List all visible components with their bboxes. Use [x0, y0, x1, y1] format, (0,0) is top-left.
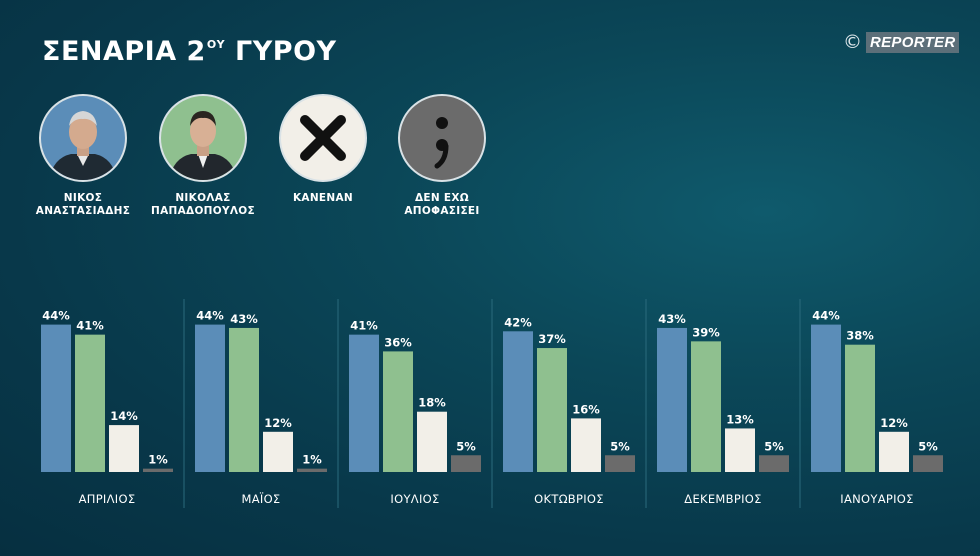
- data-label: 5%: [456, 439, 476, 453]
- category-label: ΑΠΡΙΛΙΟΣ: [79, 492, 136, 506]
- legend-item-none: ΚΑΝΕΝΑΝ: [263, 94, 383, 205]
- category-label: ΜΑΪΟΣ: [242, 491, 281, 506]
- x-icon: [279, 94, 367, 182]
- bar: [417, 411, 447, 472]
- bar: [75, 334, 105, 472]
- brand-logo: © REPORTER: [843, 31, 960, 53]
- bar: [297, 468, 327, 472]
- data-label: 13%: [726, 412, 754, 426]
- data-label: 12%: [880, 416, 908, 430]
- bar: [229, 327, 259, 472]
- data-label: 18%: [418, 396, 446, 410]
- data-label: 43%: [658, 312, 686, 326]
- bar: [879, 431, 909, 472]
- data-label: 14%: [110, 409, 138, 423]
- data-label: 16%: [572, 402, 600, 416]
- data-label: 44%: [42, 309, 70, 323]
- bar: [537, 348, 567, 472]
- category-label: ΙΟΥΛΙΟΣ: [390, 492, 439, 506]
- bar: [41, 324, 71, 472]
- bar: [811, 324, 841, 472]
- legend-item-papadopoulos: ΝΙΚΟΛΑΣ ΠΑΠΑΔΟΠΟΥΛΟΣ: [143, 94, 263, 218]
- category-label: ΟΚΤΩΒΡΙΟΣ: [534, 492, 604, 506]
- bar: [451, 455, 481, 472]
- data-label: 5%: [764, 439, 784, 453]
- legend-item-anastasiadis: ΝΙΚΟΣ ΑΝΑΣΤΑΣΙΑΔΗΣ: [23, 94, 143, 218]
- page-title: ΣΕΝΑΡΙΑ 2ΟΥ ΓΥΡΟΥ: [42, 36, 337, 67]
- semicolon-icon: [398, 94, 486, 182]
- bar: [349, 334, 379, 472]
- bar: [383, 351, 413, 472]
- bar: [725, 428, 755, 472]
- bar: [195, 324, 225, 472]
- copyright-icon: ©: [843, 31, 862, 53]
- data-label: 38%: [846, 329, 874, 343]
- data-label: 44%: [196, 309, 224, 323]
- data-label: 41%: [76, 319, 104, 333]
- data-label: 5%: [610, 439, 630, 453]
- category-label: ΔΕΚΕΜΒΡΙΟΣ: [684, 492, 761, 506]
- data-label: 37%: [538, 332, 566, 346]
- bar: [143, 468, 173, 472]
- data-label: 41%: [350, 319, 378, 333]
- bar: [913, 455, 943, 472]
- bar: [605, 455, 635, 472]
- data-label: 1%: [302, 453, 322, 467]
- bar: [759, 455, 789, 472]
- data-label: 43%: [230, 312, 258, 326]
- data-label: 12%: [264, 416, 292, 430]
- data-label: 42%: [504, 315, 532, 329]
- legend-item-undecided: ΔΕΝ ΕΧΩ ΑΠΟΦΑΣΙΣΕΙ: [382, 94, 502, 218]
- data-label: 36%: [384, 335, 412, 349]
- chart-legend: ΝΙΚΟΣ ΑΝΑΣΤΑΣΙΑΔΗΣ ΝΙΚΟΛΑΣ ΠΑΠΑΔΟΠΟΥΛΟΣ ΚΑ…: [0, 94, 980, 224]
- brand-name: REPORTER: [866, 32, 960, 53]
- bar: [571, 418, 601, 472]
- bar: [109, 425, 139, 472]
- data-label: 5%: [918, 439, 938, 453]
- candidate-portrait-icon: [159, 94, 247, 182]
- data-label: 44%: [812, 309, 840, 323]
- bar: [845, 344, 875, 472]
- category-label: ΙΑΝΟΥΑΡΙΟΣ: [840, 492, 913, 506]
- bar: [503, 331, 533, 472]
- bar: [657, 327, 687, 472]
- bar: [691, 341, 721, 472]
- bar: [263, 431, 293, 472]
- data-label: 1%: [148, 453, 168, 467]
- candidate-portrait-icon: [39, 94, 127, 182]
- data-label: 39%: [692, 325, 720, 339]
